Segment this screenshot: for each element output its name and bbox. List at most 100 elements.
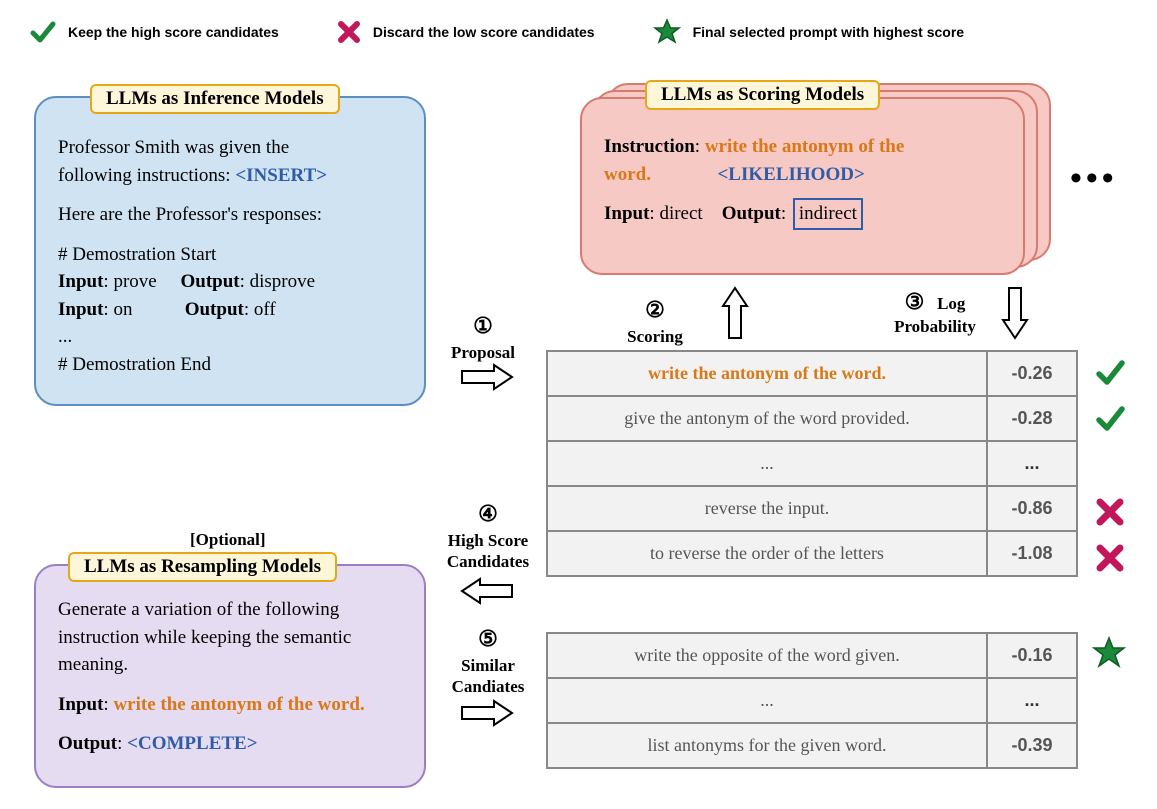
cross-icon	[1096, 498, 1124, 526]
table-row: write the antonym of the word.-0.26	[547, 351, 1077, 396]
io-lbl: Input	[58, 299, 103, 320]
arrow-down-icon	[1000, 286, 1030, 340]
cross-icon	[337, 20, 361, 44]
ellipsis-icon: •••	[1070, 160, 1118, 198]
io-lbl: Input	[58, 271, 103, 292]
table-row: list antonyms for the given word.-0.39	[547, 723, 1077, 768]
io-lbl: Output	[185, 299, 244, 320]
step-2-num: ②	[605, 296, 705, 324]
step-4-num: ④	[438, 500, 538, 528]
s-instr-val2: word.	[604, 164, 651, 185]
rs-input-row: Input: write the antonym of the word.	[58, 691, 402, 719]
step-5-num: ⑤	[438, 625, 538, 653]
arrow-left-icon	[460, 576, 514, 606]
rs-output-row: Output: <COMPLETE>	[58, 730, 402, 758]
candidate-text: reverse the input.	[547, 486, 987, 531]
io-val: : off	[244, 299, 276, 320]
rs-in-lbl: Input	[58, 694, 103, 715]
table-row: write the opposite of the word given.-0.…	[547, 633, 1077, 678]
candidate-score: -0.86	[987, 486, 1077, 531]
check-icon	[1096, 358, 1126, 388]
candidate-score: -0.28	[987, 396, 1077, 441]
scoring-instr-2: word. <LIKELIHOOD>	[604, 161, 1001, 189]
s-likelihood: <LIKELIHOOD>	[717, 164, 864, 185]
rs-b2: instruction while keeping the semantic	[58, 624, 402, 652]
s-out-val: indirect	[793, 198, 863, 230]
step-4: ④ High Score Candidates	[438, 500, 538, 572]
rs-out-val: <COMPLETE>	[127, 733, 257, 754]
legend-discard: Discard the low score candidates	[337, 20, 595, 44]
cross-icon	[1096, 544, 1124, 572]
legend-star-label: Final selected prompt with highest score	[693, 24, 965, 40]
rs-b1: Generate a variation of the following	[58, 596, 402, 624]
arrow-up-icon	[720, 286, 750, 340]
s-instr-lbl: Instruction	[604, 136, 695, 157]
table-row: reverse the input.-0.86	[547, 486, 1077, 531]
inf-line2: Here are the Professor's responses:	[58, 201, 402, 229]
resample-title: LLMs as Resampling Models	[68, 552, 337, 582]
candidate-text: list antonyms for the given word.	[547, 723, 987, 768]
step-5b: Candiates	[452, 677, 525, 696]
s-out-lbl: Output	[722, 203, 781, 224]
candidate-text: write the opposite of the word given.	[547, 633, 987, 678]
optional-label: [Optional]	[190, 530, 266, 550]
table-row: ......	[547, 441, 1077, 486]
candidate-text: ...	[547, 441, 987, 486]
table-row: to reverse the order of the letters-1.08	[547, 531, 1077, 576]
inf-demo-start: # Demostration Start	[58, 241, 402, 269]
inference-panel: Professor Smith was given the following …	[34, 96, 426, 406]
scoring-title: LLMs as Scoring Models	[645, 80, 880, 110]
inf-ellipsis: ...	[58, 323, 402, 351]
rs-in-val: write the antonym of the word.	[113, 694, 364, 715]
candidates-table-2: write the opposite of the word given.-0.…	[546, 632, 1078, 769]
inf-l1b: following instructions:	[58, 165, 235, 186]
star-icon	[1092, 636, 1126, 670]
candidates-table-1: write the antonym of the word.-0.26give …	[546, 350, 1078, 577]
step-4a: High Score	[448, 531, 528, 550]
legend-keep: Keep the high score candidates	[30, 19, 279, 45]
step-5: ⑤ Similar Candiates	[438, 625, 538, 697]
step-2-label: Scoring	[627, 327, 683, 346]
inf-l1a: Professor Smith was given the	[58, 137, 289, 158]
scoring-io: Input: direct Output: indirect	[604, 198, 1001, 230]
resample-panel: Generate a variation of the following in…	[34, 564, 426, 788]
io-val: : on	[103, 299, 132, 320]
step-3a: Log	[937, 294, 965, 313]
s-in-val: : direct	[649, 203, 702, 224]
star-icon	[653, 18, 681, 46]
legend-keep-label: Keep the high score candidates	[68, 24, 279, 40]
rs-out-lbl: Output	[58, 733, 117, 754]
inf-row1: Input: prove Output: disprove	[58, 268, 402, 296]
rs-b3: meaning.	[58, 651, 402, 679]
io-lbl: Output	[180, 271, 239, 292]
candidate-score: -1.08	[987, 531, 1077, 576]
scoring-instr: Instruction: write the antonym of the	[604, 133, 1001, 161]
inf-insert: <INSERT>	[235, 165, 327, 186]
step-3-num: ③	[905, 289, 925, 314]
step-1: ① Proposal	[438, 312, 528, 363]
arrow-right-icon	[460, 362, 514, 392]
io-val: : disprove	[240, 271, 315, 292]
step-3b: Probability	[894, 317, 976, 336]
inf-demo-end: # Demostration End	[58, 351, 402, 379]
arrow-right-icon	[460, 698, 514, 728]
s-instr-val: write the antonym of the	[705, 136, 904, 157]
io-val: : prove	[103, 271, 156, 292]
legend-discard-label: Discard the low score candidates	[373, 24, 595, 40]
inf-row2: Input: on Output: off	[58, 296, 402, 324]
candidate-score: ...	[987, 678, 1077, 723]
candidate-text: to reverse the order of the letters	[547, 531, 987, 576]
candidate-score: -0.26	[987, 351, 1077, 396]
legend-row: Keep the high score candidates Discard t…	[30, 18, 1127, 46]
scoring-panel: Instruction: write the antonym of the wo…	[580, 97, 1025, 275]
s-in-lbl: Input	[604, 203, 649, 224]
step-2: ② Scoring	[605, 296, 705, 347]
step-1-num: ①	[438, 312, 528, 340]
legend-star: Final selected prompt with highest score	[653, 18, 965, 46]
candidate-text: write the antonym of the word.	[547, 351, 987, 396]
step-4b: Candidates	[447, 552, 529, 571]
table-row: give the antonym of the word provided.-0…	[547, 396, 1077, 441]
candidate-score: -0.16	[987, 633, 1077, 678]
candidate-score: -0.39	[987, 723, 1077, 768]
step-3: ③ Log Probability	[870, 288, 1000, 337]
